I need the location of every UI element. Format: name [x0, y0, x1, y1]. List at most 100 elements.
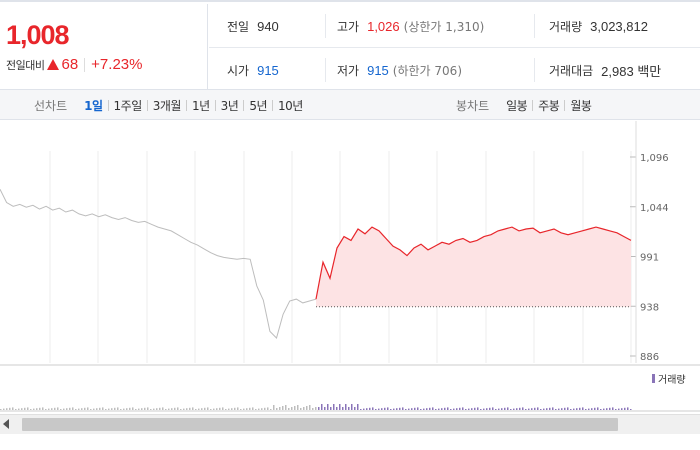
price-chart: 1,096 1,044 991 938 886 거래량 — [0, 121, 700, 412]
volume-bar — [18, 408, 20, 410]
volume-bar — [477, 407, 479, 410]
quote-panel: 1,008 전일대비 68 +7.23% 전일 940 고가 1,026 (상한… — [0, 0, 700, 90]
volume-bar — [150, 409, 152, 410]
volume-bar — [156, 408, 158, 410]
open-cell: 시가 915 — [227, 48, 279, 92]
volume-bar — [12, 407, 14, 410]
candle-daily[interactable]: 일봉 — [506, 98, 528, 113]
volume-bar — [417, 407, 419, 410]
info-row-1: 전일 940 고가 1,026 (상한가 1,310) 거래량 3,023,81… — [209, 4, 700, 48]
volume-bar — [261, 408, 263, 410]
scroll-left-arrow-icon[interactable] — [3, 419, 9, 429]
volume-bar — [231, 408, 233, 410]
volume-bar — [306, 406, 308, 410]
volume-bar — [255, 409, 257, 410]
volume-bar — [51, 408, 53, 410]
volume-bar — [369, 407, 371, 410]
divider — [214, 99, 216, 111]
high-label: 고가 — [337, 19, 360, 34]
period-3y[interactable]: 3년 — [220, 98, 239, 113]
volume-bar — [459, 407, 461, 410]
volume-bar — [468, 408, 470, 410]
volume-legend-swatch — [652, 374, 655, 383]
volume-bar — [222, 407, 224, 410]
volume-bar — [72, 407, 74, 410]
volume-bar — [399, 407, 401, 410]
candle-monthly[interactable]: 월봉 — [570, 98, 592, 113]
price-box: 1,008 전일대비 68 +7.23% — [0, 4, 208, 90]
volume-bar — [282, 406, 284, 410]
volume-bar — [534, 407, 536, 410]
volume-legend: 거래량 — [658, 374, 686, 386]
volume-bar — [9, 407, 11, 410]
volume-bar — [201, 408, 203, 410]
volume-bar — [411, 408, 413, 410]
period-3m[interactable]: 3개월 — [152, 98, 182, 113]
prev-close-cell: 전일 940 — [227, 4, 279, 48]
volume-bar — [348, 407, 350, 410]
y-tick-label: 1,096 — [640, 153, 669, 164]
volume-bar — [219, 407, 221, 410]
amount-label: 거래대금 — [549, 63, 594, 78]
scroll-thumb[interactable] — [22, 418, 618, 431]
volume-bar — [327, 404, 329, 410]
volume-bar — [543, 408, 545, 410]
low-label: 저가 — [337, 63, 360, 78]
volume-bar — [129, 407, 131, 410]
volume-bar — [435, 409, 437, 410]
volume-bar — [297, 405, 299, 410]
volume-bar — [237, 407, 239, 410]
volume-bar — [552, 407, 554, 410]
volume-bar — [609, 407, 611, 410]
volume-bar — [441, 408, 443, 410]
lower-limit: (하한가 706) — [392, 63, 462, 78]
volume-bar — [24, 407, 26, 410]
volume-bar — [375, 409, 377, 410]
period-5y[interactable]: 5년 — [249, 98, 268, 113]
volume-bar — [318, 407, 320, 410]
volume-bar — [288, 408, 290, 410]
volume-bar — [408, 408, 410, 410]
volume-bar — [87, 407, 89, 410]
volume-bar — [54, 407, 56, 410]
y-axis-ticks: 1,096 1,044 991 938 886 — [630, 153, 669, 363]
volume-bar — [384, 407, 386, 410]
volume-bar — [450, 409, 452, 410]
volume-bar — [75, 409, 77, 410]
volume-bar — [273, 405, 275, 410]
chart-scrollbar[interactable] — [0, 414, 700, 434]
volume-bar — [45, 409, 47, 410]
candle-weekly[interactable]: 주봉 — [538, 98, 560, 113]
volume-bar — [39, 407, 41, 410]
volume-bar — [498, 408, 500, 410]
volume-bar — [444, 407, 446, 410]
volume-bar — [465, 409, 467, 410]
volume-bar — [447, 407, 449, 410]
volume-bar — [585, 409, 587, 410]
y-tick-label: 886 — [640, 352, 659, 363]
volume-bar — [426, 408, 428, 410]
volume-bar — [540, 409, 542, 410]
period-1y[interactable]: 1년 — [191, 98, 210, 113]
volume-bar — [120, 409, 122, 410]
volume-bar — [21, 408, 23, 410]
period-1d[interactable]: 1일 — [84, 98, 103, 113]
volume-bar — [177, 407, 179, 410]
volume-bar — [270, 409, 272, 410]
period-1w[interactable]: 1주일 — [113, 98, 143, 113]
volume-bar — [396, 408, 398, 410]
volume-bar — [480, 409, 482, 410]
divider — [84, 57, 86, 72]
volume-bar — [195, 409, 197, 410]
volume-bar — [324, 407, 326, 410]
volume-bar — [249, 407, 251, 410]
volume-bar — [228, 408, 230, 410]
volume-bar — [393, 408, 395, 410]
volume-bar — [522, 407, 524, 410]
volume-bar — [198, 408, 200, 410]
volume-bar — [405, 409, 407, 410]
divider — [243, 99, 245, 111]
volume-bar — [519, 407, 521, 410]
volume-bar — [591, 408, 593, 410]
period-10y[interactable]: 10년 — [278, 98, 303, 113]
